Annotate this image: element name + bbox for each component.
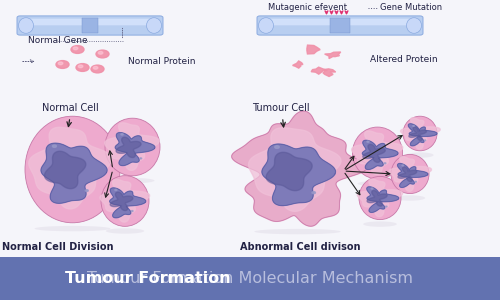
- Ellipse shape: [363, 221, 397, 227]
- Bar: [82, 18, 98, 33]
- Circle shape: [56, 61, 69, 68]
- Text: Normal Cell: Normal Cell: [42, 103, 99, 113]
- Polygon shape: [367, 187, 398, 212]
- Text: Normal Protein: Normal Protein: [128, 57, 195, 66]
- Text: Gene Mutation: Gene Mutation: [380, 3, 442, 12]
- Ellipse shape: [352, 127, 403, 179]
- Ellipse shape: [101, 176, 149, 226]
- FancyBboxPatch shape: [24, 19, 156, 25]
- Polygon shape: [408, 124, 437, 146]
- Ellipse shape: [18, 18, 34, 33]
- Circle shape: [74, 47, 78, 50]
- Ellipse shape: [105, 118, 160, 176]
- Circle shape: [386, 206, 387, 207]
- Text: Mutagenic efevent: Mutagenic efevent: [268, 3, 346, 12]
- Polygon shape: [400, 118, 440, 149]
- Text: Tumour Formation: Tumour Formation: [64, 271, 230, 286]
- Text: Tumour Formation Molecular Mechanism: Tumour Formation Molecular Mechanism: [87, 271, 413, 286]
- Polygon shape: [307, 45, 320, 54]
- Polygon shape: [28, 127, 112, 209]
- Polygon shape: [323, 69, 336, 76]
- Polygon shape: [116, 137, 141, 158]
- Circle shape: [121, 134, 123, 135]
- Ellipse shape: [34, 226, 110, 231]
- Polygon shape: [266, 152, 312, 191]
- Circle shape: [52, 145, 56, 147]
- Polygon shape: [44, 151, 86, 189]
- Polygon shape: [110, 188, 146, 218]
- Ellipse shape: [254, 229, 340, 234]
- Circle shape: [413, 125, 414, 126]
- Text: Altered Protein: Altered Protein: [370, 56, 438, 64]
- Polygon shape: [398, 164, 428, 188]
- FancyBboxPatch shape: [264, 19, 416, 25]
- Polygon shape: [409, 127, 426, 140]
- Polygon shape: [398, 167, 417, 182]
- Ellipse shape: [146, 18, 162, 33]
- Ellipse shape: [358, 181, 398, 186]
- Polygon shape: [362, 140, 398, 169]
- Circle shape: [274, 146, 279, 148]
- Circle shape: [367, 141, 369, 142]
- Circle shape: [94, 67, 98, 69]
- Polygon shape: [248, 128, 341, 212]
- Ellipse shape: [391, 154, 429, 194]
- Circle shape: [312, 192, 316, 194]
- Circle shape: [371, 188, 373, 189]
- Polygon shape: [110, 192, 133, 211]
- Polygon shape: [104, 123, 160, 170]
- Circle shape: [71, 46, 84, 53]
- Circle shape: [91, 65, 104, 73]
- Ellipse shape: [406, 152, 434, 158]
- Circle shape: [85, 190, 88, 191]
- Circle shape: [424, 140, 426, 141]
- Ellipse shape: [25, 116, 120, 223]
- Text: Abnormal Cell divison: Abnormal Cell divison: [240, 242, 360, 253]
- Polygon shape: [292, 61, 303, 68]
- Circle shape: [98, 52, 103, 54]
- Bar: [330, 18, 349, 33]
- FancyBboxPatch shape: [257, 16, 423, 35]
- Ellipse shape: [359, 176, 401, 220]
- Ellipse shape: [406, 18, 422, 33]
- Bar: [0, 256, 500, 300]
- Ellipse shape: [395, 195, 425, 201]
- Polygon shape: [232, 111, 368, 226]
- Polygon shape: [115, 133, 155, 166]
- Polygon shape: [100, 179, 150, 222]
- Circle shape: [132, 211, 133, 212]
- Ellipse shape: [106, 228, 144, 234]
- Polygon shape: [324, 52, 340, 59]
- Polygon shape: [41, 143, 107, 203]
- Circle shape: [76, 64, 89, 71]
- Circle shape: [78, 65, 83, 68]
- Polygon shape: [363, 144, 386, 162]
- Circle shape: [140, 158, 141, 159]
- Circle shape: [402, 165, 404, 166]
- Circle shape: [115, 189, 117, 190]
- FancyBboxPatch shape: [17, 16, 163, 35]
- Ellipse shape: [403, 116, 437, 151]
- Polygon shape: [358, 179, 403, 217]
- Ellipse shape: [110, 178, 154, 183]
- Polygon shape: [352, 131, 403, 175]
- Polygon shape: [311, 67, 328, 74]
- Circle shape: [96, 50, 109, 58]
- Polygon shape: [262, 144, 336, 206]
- Circle shape: [384, 163, 386, 164]
- Polygon shape: [367, 190, 387, 206]
- Text: Normal Cell Division: Normal Cell Division: [2, 242, 113, 253]
- Ellipse shape: [258, 18, 274, 33]
- Polygon shape: [389, 157, 432, 191]
- Text: Normal Gene: Normal Gene: [28, 36, 87, 45]
- Circle shape: [58, 62, 63, 65]
- Text: Tumour Cell: Tumour Cell: [252, 103, 310, 113]
